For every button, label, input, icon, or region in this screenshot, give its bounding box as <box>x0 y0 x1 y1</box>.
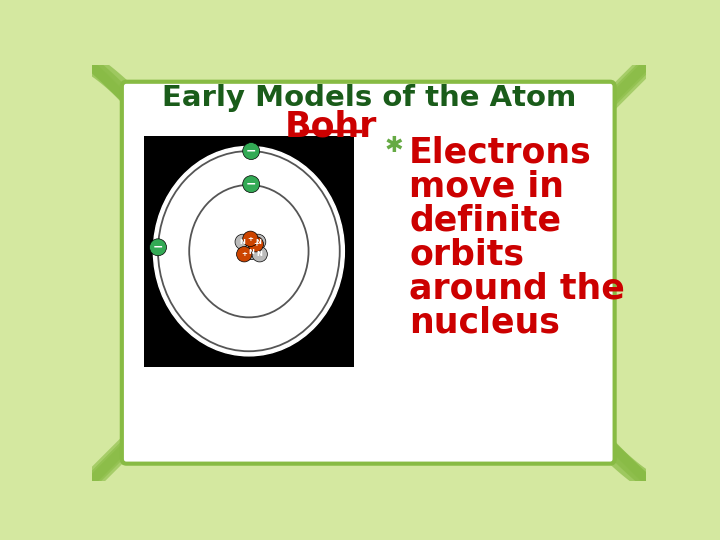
Circle shape <box>237 247 252 262</box>
Text: Early Models of the Atom: Early Models of the Atom <box>162 84 576 112</box>
Circle shape <box>243 231 258 247</box>
Circle shape <box>243 176 260 193</box>
Text: N: N <box>257 251 263 257</box>
Text: −: − <box>246 178 256 191</box>
Text: around the: around the <box>409 271 625 305</box>
Text: Bohr: Bohr <box>284 110 377 144</box>
Circle shape <box>243 143 260 159</box>
Circle shape <box>243 244 259 260</box>
Text: +: + <box>253 241 258 247</box>
Text: +: + <box>241 251 247 257</box>
Text: definite: definite <box>409 204 561 238</box>
Circle shape <box>251 234 266 249</box>
Text: ✱: ✱ <box>384 136 403 156</box>
Text: orbits: orbits <box>409 237 524 271</box>
Text: Electrons: Electrons <box>409 136 592 170</box>
Text: N: N <box>248 249 254 255</box>
Text: N: N <box>255 239 261 245</box>
Text: nucleus: nucleus <box>409 305 560 339</box>
Bar <box>144 136 354 367</box>
Ellipse shape <box>153 146 344 356</box>
Text: N: N <box>240 239 246 245</box>
Circle shape <box>248 237 264 252</box>
FancyBboxPatch shape <box>122 82 615 464</box>
Text: move in: move in <box>409 170 564 204</box>
Circle shape <box>150 239 166 256</box>
Circle shape <box>252 247 267 262</box>
Text: +: + <box>248 236 253 242</box>
Text: −: − <box>153 241 163 254</box>
Text: −: − <box>246 145 256 158</box>
Circle shape <box>235 234 251 249</box>
